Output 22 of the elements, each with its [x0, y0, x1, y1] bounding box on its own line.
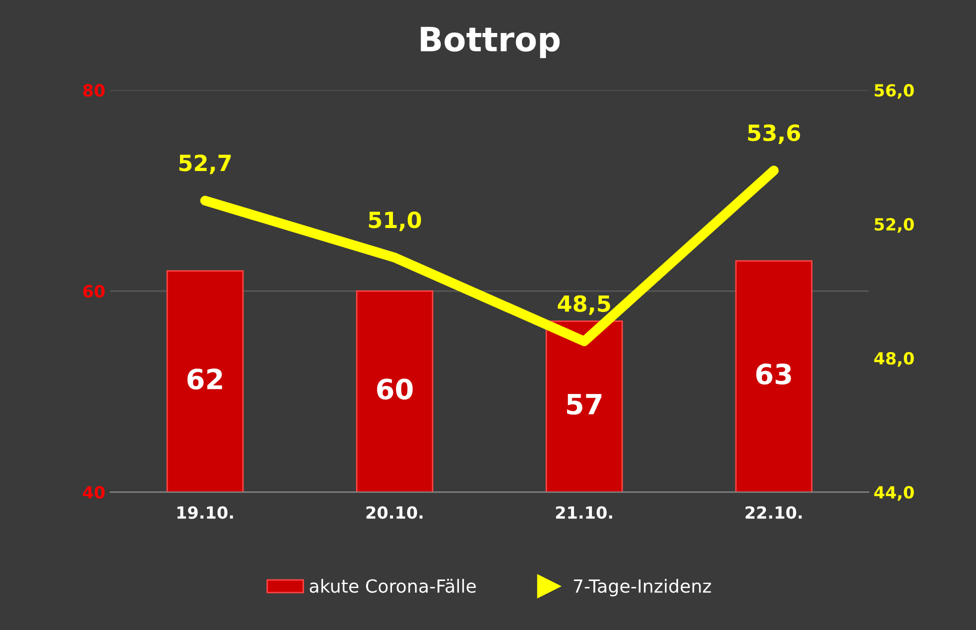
y2-tick-label: 48,0: [874, 352, 914, 367]
y-tick-label: 80: [83, 84, 105, 97]
y2-tick-label: 44,0: [874, 486, 914, 501]
data-label: 63: [756, 364, 791, 385]
data-label: 57: [567, 394, 602, 415]
y-tick-label: 60: [83, 285, 105, 298]
y-tick-label: 40: [82, 486, 105, 499]
x-tick-label: 20.10.: [366, 506, 422, 519]
data-label: 60: [377, 378, 413, 400]
legend-label: akute Corona-Fälle: [310, 578, 476, 593]
data-label: 48,5: [558, 295, 610, 315]
data-label: 52,7: [179, 154, 231, 174]
x-tick-label: 19.10.: [177, 506, 233, 519]
x-tick-label: 21.10.: [556, 506, 612, 519]
data-label: 51,0: [368, 211, 422, 232]
x-tick-label: 22.10.: [746, 506, 802, 519]
data-label: 62: [187, 368, 222, 390]
data-label: 53,6: [748, 124, 800, 144]
legend-label: 7-Tage-Inzidenz: [574, 578, 711, 596]
chart-title: Bottrop: [420, 26, 560, 58]
y2-tick-label: 52,0: [874, 218, 914, 233]
y2-tick-label: 56,0: [874, 84, 914, 99]
